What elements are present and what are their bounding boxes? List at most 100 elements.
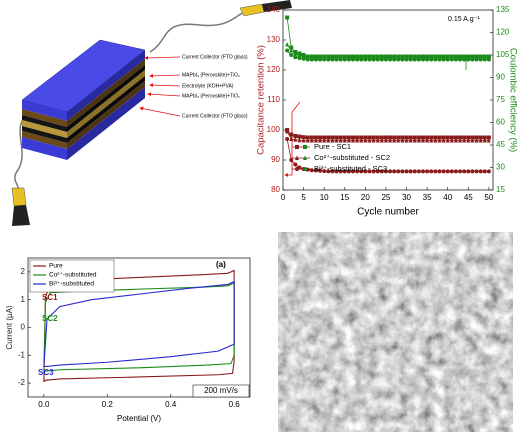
layer-label: Current Collector (FTO glass) [182, 54, 248, 60]
point [421, 138, 425, 143]
point [342, 135, 347, 140]
point [285, 15, 290, 20]
point [449, 169, 454, 174]
layer-front [22, 126, 67, 143]
layer-front [22, 120, 67, 138]
point [313, 57, 318, 62]
point [383, 57, 388, 62]
legend-marker [295, 155, 299, 160]
arrow [139, 106, 181, 117]
point [309, 57, 314, 62]
layer-front [22, 131, 67, 149]
point [486, 57, 491, 62]
point [421, 135, 425, 140]
point [309, 135, 314, 140]
point [400, 57, 405, 62]
point [367, 135, 372, 140]
point [359, 169, 364, 174]
y2-tick-label: 120 [496, 28, 510, 37]
layer-label: MAPbI₃ (Perovskite)+TiO₂ [182, 93, 240, 99]
point [462, 57, 467, 62]
point [466, 169, 471, 174]
point [482, 169, 487, 174]
point [351, 169, 355, 174]
point [297, 52, 302, 57]
legend-label: Pure - SC1 [314, 142, 351, 151]
layer-front [22, 100, 67, 121]
point [437, 135, 442, 140]
sem-image [278, 232, 513, 432]
layer-front [22, 137, 67, 160]
point [474, 57, 479, 62]
point [289, 48, 294, 53]
layer-front [22, 109, 67, 127]
point [437, 138, 442, 143]
point [359, 57, 364, 62]
point [305, 138, 310, 143]
x-tick-label: 35 [423, 193, 432, 202]
x-axis-label: Cycle number [357, 207, 419, 218]
point [301, 56, 306, 61]
point [371, 138, 376, 143]
point [466, 57, 471, 62]
point [429, 135, 434, 140]
point [388, 57, 393, 62]
x-tick-label: 40 [443, 193, 452, 202]
y2-tick-label: 30 [496, 163, 505, 172]
point [379, 135, 384, 140]
y2-tick-label: 135 [496, 5, 510, 14]
point [326, 57, 331, 62]
annotation-box [192, 384, 250, 398]
point [322, 138, 327, 143]
x-tick-label: 30 [402, 193, 411, 202]
point [301, 135, 306, 140]
y-tick-label: 2 [21, 267, 26, 276]
point [351, 138, 355, 143]
point [449, 57, 454, 62]
x-tick-label: 0 [281, 193, 286, 202]
point [458, 57, 463, 62]
point [482, 57, 487, 62]
clip [239, 0, 292, 17]
point [441, 57, 446, 62]
point [289, 136, 294, 141]
point [400, 169, 405, 174]
point [293, 134, 298, 138]
legend-label: Co²⁺-substituted [49, 272, 97, 279]
point [334, 138, 339, 143]
point [470, 57, 475, 62]
series-label: SC2 [42, 314, 58, 323]
point [470, 169, 475, 174]
point [404, 135, 409, 140]
point [359, 135, 364, 140]
point [346, 57, 351, 62]
legend-box [29, 259, 115, 293]
arrow [144, 55, 181, 60]
point [338, 57, 343, 62]
point [408, 57, 413, 62]
series-line [43, 280, 235, 367]
x-tick-label: 45 [464, 193, 473, 202]
diagram-labels: Current Collector (FTO glass) MAPbI₃ (Pe… [139, 54, 248, 119]
point [355, 169, 360, 174]
point [441, 138, 446, 143]
point [313, 168, 318, 173]
arrow [149, 83, 181, 88]
point [474, 138, 479, 143]
point [379, 57, 384, 62]
point [371, 57, 376, 62]
point [482, 135, 487, 140]
legend-label: Pure [49, 263, 63, 270]
point [416, 138, 421, 143]
layer-front [22, 115, 67, 132]
point [453, 169, 458, 174]
legend-marker [303, 167, 307, 171]
y-tick-label: 80 [271, 185, 280, 194]
point [458, 169, 463, 174]
point [363, 138, 368, 143]
point [326, 169, 331, 174]
layer-label: MAPbI₃ (Perovskite)+TiO₂ [182, 72, 240, 78]
point [396, 135, 401, 140]
legend-marker [303, 145, 307, 149]
device-diagram [11, 0, 292, 226]
